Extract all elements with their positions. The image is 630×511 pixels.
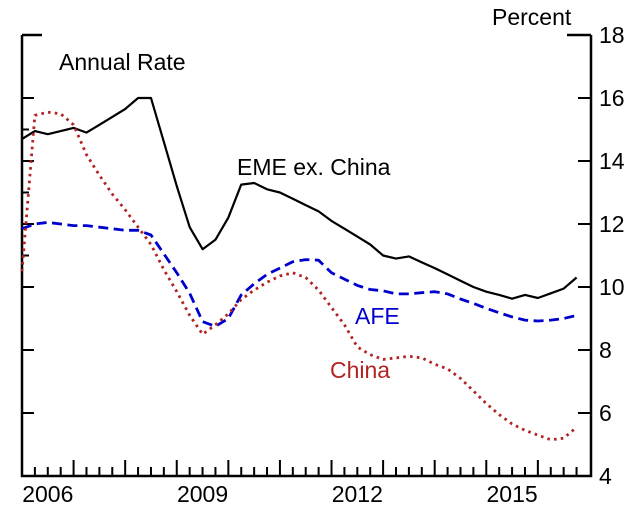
y-tick-label: 8 — [599, 337, 612, 363]
y-tick-label: 18 — [599, 22, 625, 48]
series-label-china: China — [330, 357, 391, 383]
x-tick-label: 2012 — [332, 481, 383, 507]
y-tick-label: 4 — [599, 463, 612, 489]
series-label-eme-ex-china: EME ex. China — [237, 154, 391, 180]
y-axis-major-ticks-left — [22, 97, 34, 414]
y-tick-label: 6 — [599, 400, 612, 426]
y-tick-label: 12 — [599, 211, 625, 237]
y-tick-label: 10 — [599, 274, 625, 300]
series-label-afe: AFE — [355, 303, 400, 329]
y-axis-major-ticks-right — [578, 97, 591, 414]
y-tick-label: 14 — [599, 148, 625, 174]
chart-title: Annual Rate — [59, 49, 186, 75]
y-axis-title: Percent — [492, 4, 572, 30]
x-tick-label: 2009 — [177, 481, 228, 507]
y-tick-label: 16 — [599, 85, 625, 111]
x-tick-label: 2006 — [22, 481, 73, 507]
axis-frame — [20, 35, 593, 478]
series-line-china — [20, 110, 578, 442]
series-line-eme-ex-china — [21, 96, 578, 300]
x-axis-quarter-ticks — [33, 467, 578, 476]
series-line-afe — [21, 220, 577, 328]
x-axis-year-ticks — [72, 460, 539, 476]
x-tick-label: 2015 — [486, 481, 537, 507]
